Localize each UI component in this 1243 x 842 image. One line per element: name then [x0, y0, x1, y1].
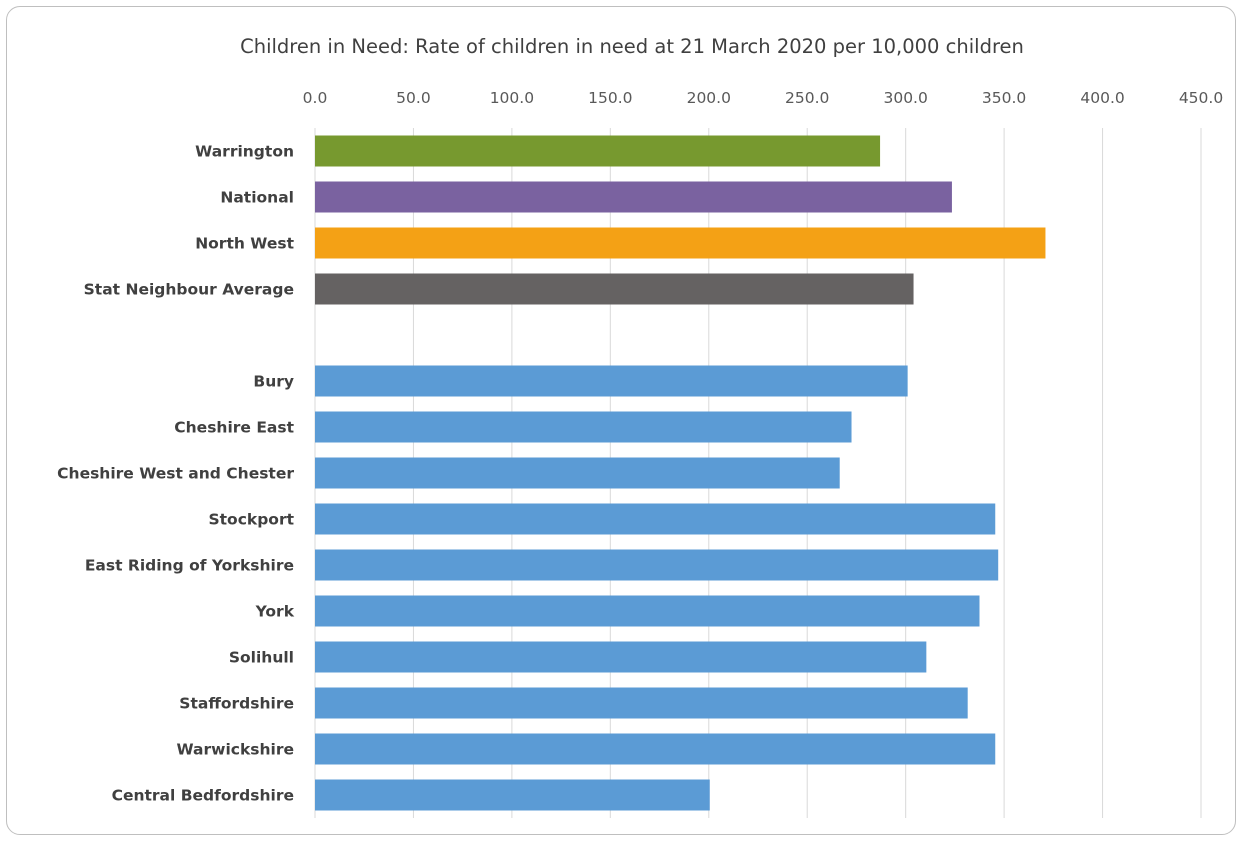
- x-tick-label: 350.0: [982, 89, 1026, 107]
- category-labels: Warrington National North West Stat Neighbo…: [57, 143, 295, 805]
- bar: [315, 503, 996, 535]
- bar: [315, 181, 952, 213]
- bar: [315, 549, 999, 581]
- category-label: Staffordshire: [179, 695, 294, 713]
- bar: [315, 687, 968, 719]
- bar: [315, 365, 908, 397]
- category-label: Solihull: [229, 649, 294, 667]
- category-label: Stat Neighbour Average: [84, 281, 294, 299]
- x-tick-label: 250.0: [785, 89, 829, 107]
- category-label: Warrington: [195, 143, 294, 161]
- x-axis-ticks: 0.0 50.0 100.0 150.0 200.0 250.0 300.0 350.0 400…: [303, 89, 1224, 107]
- x-tick-label: 450.0: [1179, 89, 1223, 107]
- x-tick-label: 50.0: [396, 89, 431, 107]
- x-tick-label: 150.0: [588, 89, 632, 107]
- bar: [315, 641, 927, 673]
- bar: [315, 733, 996, 765]
- category-label: Cheshire East: [174, 419, 294, 437]
- bar: [315, 135, 881, 167]
- bar: [315, 227, 1046, 259]
- x-tick-label: 300.0: [883, 89, 927, 107]
- category-label: East Riding of Yorkshire: [85, 557, 294, 575]
- category-label: North West: [195, 235, 294, 253]
- bar: [315, 411, 852, 443]
- bars: [315, 135, 1046, 811]
- category-label: York: [255, 603, 295, 621]
- category-label: Central Bedfordshire: [112, 787, 294, 805]
- bar: [315, 779, 710, 811]
- category-label: National: [220, 189, 294, 207]
- category-label: Bury: [253, 373, 294, 391]
- category-label: Stockport: [208, 511, 294, 529]
- x-tick-label: 200.0: [687, 89, 731, 107]
- bar: [315, 595, 980, 627]
- category-label: Cheshire West and Chester: [57, 465, 294, 483]
- x-tick-label: 0.0: [303, 89, 328, 107]
- bar: [315, 273, 914, 305]
- bar: [315, 457, 840, 489]
- x-tick-label: 400.0: [1080, 89, 1124, 107]
- category-label: Warwickshire: [176, 741, 294, 759]
- chart-title: Children in Need: Rate of children in ne…: [240, 35, 1024, 58]
- x-tick-label: 100.0: [490, 89, 534, 107]
